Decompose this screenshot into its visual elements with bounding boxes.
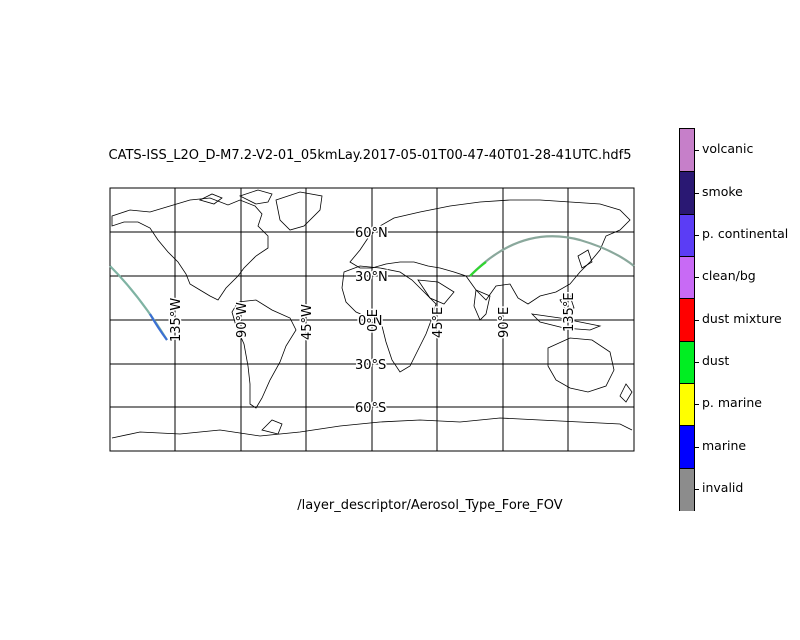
colorbar-tick (695, 277, 699, 279)
colorbar-swatch-dust-mixture (680, 298, 694, 343)
colorbar-label: marine (702, 437, 747, 453)
colorbar-label: volcanic (702, 141, 754, 157)
variable-path: /layer_descriptor/Aerosol_Type_Fore_FOV (297, 498, 563, 513)
colorbar-label: smoke (702, 183, 743, 199)
colorbar-tick (695, 404, 699, 406)
colorbar-label: dust (702, 352, 730, 368)
colorbar-tick (695, 361, 699, 363)
colorbar-tick (695, 319, 699, 321)
track-segment-west-marine (149, 313, 168, 341)
colorbar (679, 128, 695, 512)
lon-label-90w: 90°W (235, 302, 250, 338)
colorbar-tick (695, 192, 699, 194)
colorbar-swatch-dust (680, 340, 694, 385)
colorbar-label: invalid (702, 479, 744, 495)
lon-label-135e: 135°E (562, 292, 577, 332)
colorbar-swatch-marine (680, 425, 694, 470)
colorbar-swatch-invalid (680, 467, 694, 512)
lon-label-90e: 90°E (497, 307, 512, 338)
lat-label-30n: 30°N (355, 270, 388, 285)
colorbar-swatch-p-marine (680, 383, 694, 427)
lon-label-0e: 0°E (366, 309, 381, 332)
colorbar-swatch-smoke (680, 171, 694, 216)
colorbar-swatch-clean-bg (680, 256, 694, 300)
track-segment-east-dust (469, 261, 487, 277)
colorbar-label: p. continental (702, 225, 789, 241)
lon-label-135w: 135°W (169, 298, 184, 342)
track-segment-east (469, 235, 635, 277)
lon-label-45w: 45°W (300, 304, 315, 340)
colorbar-tick (695, 446, 699, 448)
colorbar-label: dust mixture (702, 310, 782, 326)
satellite-track (109, 235, 635, 341)
colorbar-tick (695, 234, 699, 236)
colorbar-tick (695, 488, 699, 490)
graticule (110, 188, 634, 451)
lat-label-30s: 30°S (355, 358, 386, 373)
colorbar-label: p. marine (702, 395, 762, 411)
coastlines (111, 189, 633, 439)
lat-label-60s: 60°S (355, 401, 386, 416)
colorbar-swatch-volcanic (680, 129, 694, 172)
lat-label-0n: 0°N (358, 314, 383, 329)
map-title: CATS-ISS_L2O_D-M7.2-V2-01_05kmLay.2017-0… (108, 148, 632, 163)
colorbar-swatch-p-continental (680, 213, 694, 258)
lon-label-45e: 45°E (431, 307, 446, 338)
colorbar-tick (695, 150, 699, 152)
lat-label-60n: 60°N (355, 226, 388, 241)
colorbar-label: clean/bg (702, 268, 756, 284)
